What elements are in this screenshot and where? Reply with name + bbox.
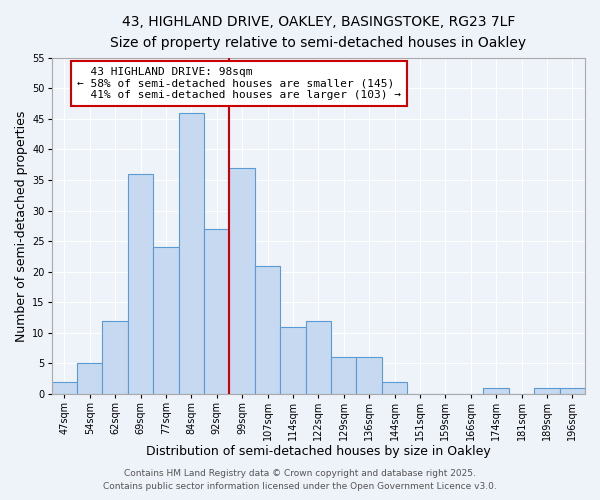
Title: 43, HIGHLAND DRIVE, OAKLEY, BASINGSTOKE, RG23 7LF
Size of property relative to s: 43, HIGHLAND DRIVE, OAKLEY, BASINGSTOKE,… xyxy=(110,15,526,50)
Bar xyxy=(52,382,77,394)
Bar xyxy=(179,112,204,394)
Bar xyxy=(153,248,179,394)
Y-axis label: Number of semi-detached properties: Number of semi-detached properties xyxy=(15,110,28,342)
Bar xyxy=(560,388,585,394)
Bar xyxy=(77,364,103,394)
Bar xyxy=(534,388,560,394)
Bar xyxy=(382,382,407,394)
Bar xyxy=(484,388,509,394)
Bar xyxy=(204,229,229,394)
Bar xyxy=(255,266,280,394)
Bar xyxy=(356,358,382,394)
X-axis label: Distribution of semi-detached houses by size in Oakley: Distribution of semi-detached houses by … xyxy=(146,444,491,458)
Bar xyxy=(128,174,153,394)
Text: 43 HIGHLAND DRIVE: 98sqm
← 58% of semi-detached houses are smaller (145)
  41% o: 43 HIGHLAND DRIVE: 98sqm ← 58% of semi-d… xyxy=(77,67,401,100)
Text: Contains HM Land Registry data © Crown copyright and database right 2025.
Contai: Contains HM Land Registry data © Crown c… xyxy=(103,470,497,491)
Bar xyxy=(305,320,331,394)
Bar xyxy=(103,320,128,394)
Bar xyxy=(229,168,255,394)
Bar xyxy=(280,327,305,394)
Bar xyxy=(331,358,356,394)
